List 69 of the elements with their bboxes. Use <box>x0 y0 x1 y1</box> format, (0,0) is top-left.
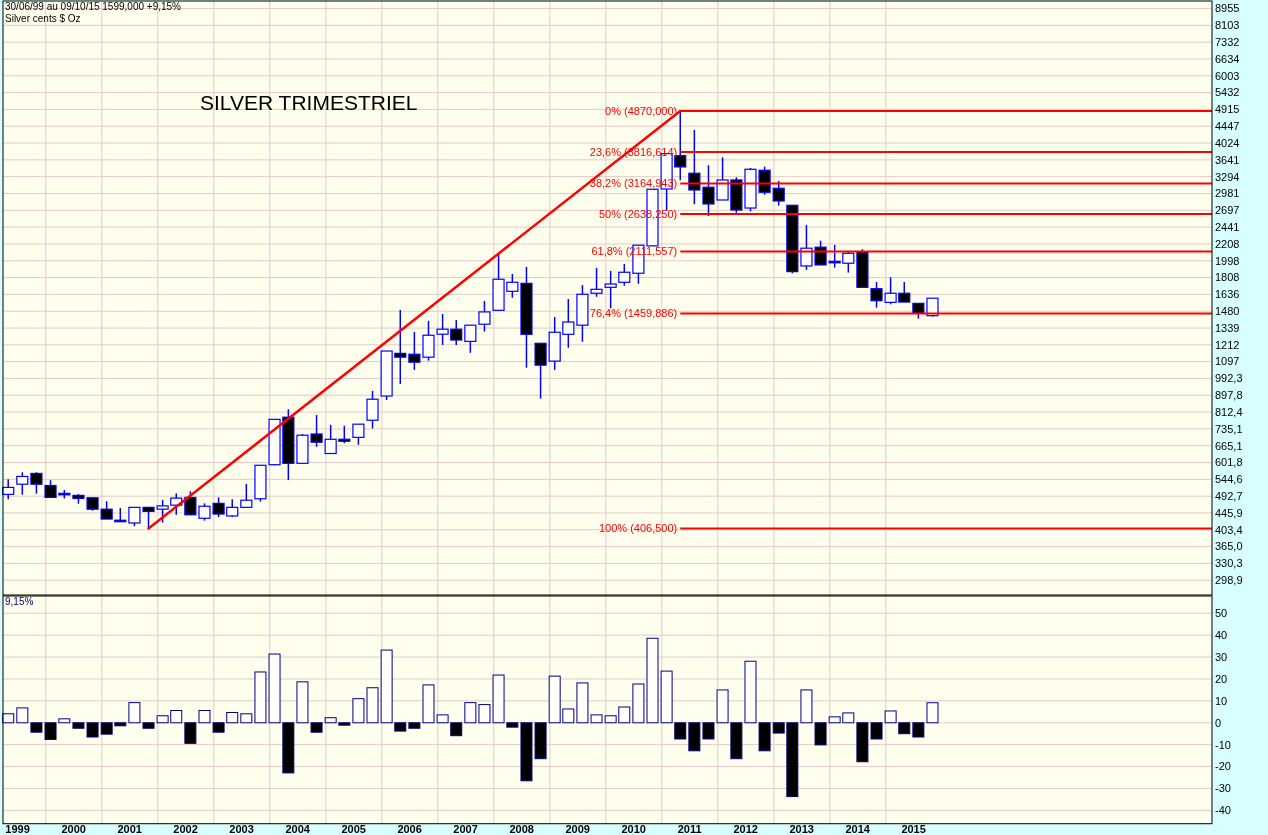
y-tick-label: 40 <box>1215 629 1228 642</box>
y-tick-label: 6003 <box>1215 69 1240 82</box>
x-tick-label: 2012 <box>733 822 758 835</box>
y-tick-label: 1339 <box>1215 321 1240 334</box>
y-tick-label: 1636 <box>1215 288 1240 301</box>
y-tick-label: 3294 <box>1215 170 1240 183</box>
y-tick-label: 812,4 <box>1215 405 1243 418</box>
y-tick-label: 403,4 <box>1215 523 1243 536</box>
x-tick-label: 2014 <box>845 822 871 835</box>
y-tick-label: 0 <box>1215 716 1222 729</box>
y-tick-label: 1808 <box>1215 271 1240 284</box>
y-tick-label: 8955 <box>1215 2 1240 15</box>
y-tick-label: 544,6 <box>1215 473 1243 486</box>
x-tick-label: 2010 <box>621 822 646 835</box>
y-tick-label: 735,1 <box>1215 422 1243 435</box>
y-tick-label: 1998 <box>1215 254 1240 267</box>
y-tick-label: 1097 <box>1215 355 1240 368</box>
y-tick-label: 50 <box>1215 607 1228 620</box>
y-tick-label: 330,3 <box>1215 557 1243 570</box>
annotation: 9,15% <box>5 596 34 607</box>
y-tick-label: 2441 <box>1215 220 1240 233</box>
x-tick-label: 1999 <box>5 822 30 835</box>
x-tick-label: 2004 <box>285 822 311 835</box>
annotation: 0% (4870,000) <box>605 104 678 117</box>
y-tick-label: 4447 <box>1215 120 1240 133</box>
y-tick-label: 445,9 <box>1215 506 1243 519</box>
y-tick-label: 298,9 <box>1215 574 1243 587</box>
y-tick-label: 7332 <box>1215 36 1240 49</box>
annotation: 76,4% (1459,886) <box>589 307 678 320</box>
y-tick-label: 365,0 <box>1215 540 1243 553</box>
y-tick-label: 4915 <box>1215 103 1240 116</box>
y-tick-label: -30 <box>1215 782 1231 795</box>
y-tick-label: 30 <box>1215 650 1228 663</box>
y-tick-label: 6634 <box>1215 52 1240 65</box>
x-tick-label: 2003 <box>229 822 254 835</box>
x-tick-label: 2013 <box>789 822 814 835</box>
y-tick-label: 601,8 <box>1215 456 1243 469</box>
y-tick-label: 4024 <box>1215 136 1240 149</box>
x-tick-label: 2000 <box>61 822 86 835</box>
x-tick-label: 2009 <box>565 822 590 835</box>
y-tick-label: 1212 <box>1215 338 1240 351</box>
y-tick-label: 10 <box>1215 694 1228 707</box>
annotation: 100% (406,500) <box>598 522 678 535</box>
y-tick-label: -10 <box>1215 738 1231 751</box>
x-tick-label: 2002 <box>173 822 198 835</box>
x-tick-label: 2015 <box>901 822 926 835</box>
x-tick-label: 2011 <box>677 822 702 835</box>
x-tick-label: 2001 <box>117 822 142 835</box>
x-tick-label: 2007 <box>453 822 478 835</box>
text: SILVER TRIMESTRIEL <box>200 91 418 114</box>
y-tick-label: 665,1 <box>1215 439 1243 452</box>
y-tick-label: -40 <box>1215 804 1231 817</box>
x-tick-label: 2005 <box>341 822 366 835</box>
y-tick-label: 1480 <box>1215 305 1240 318</box>
y-tick-label: 5432 <box>1215 86 1240 99</box>
annotation: Silver cents $ Oz <box>5 13 81 24</box>
y-tick-label: 992,3 <box>1215 372 1243 385</box>
y-tick-label: 2208 <box>1215 237 1240 250</box>
y-tick-label: 2697 <box>1215 204 1240 217</box>
y-tick-label: 492,7 <box>1215 490 1243 503</box>
y-tick-label: 2981 <box>1215 187 1240 200</box>
y-tick-label: 20 <box>1215 672 1228 685</box>
y-tick-label: -20 <box>1215 760 1231 773</box>
annotation: 30/06/99 au 09/10/15 1599,000 +9,15% <box>5 1 182 12</box>
y-tick-label: 8103 <box>1215 19 1240 32</box>
x-tick-label: 2008 <box>509 822 534 835</box>
y-tick-label: 897,8 <box>1215 389 1243 402</box>
x-tick-label: 2006 <box>397 822 422 835</box>
y-tick-label: 3641 <box>1215 153 1240 166</box>
